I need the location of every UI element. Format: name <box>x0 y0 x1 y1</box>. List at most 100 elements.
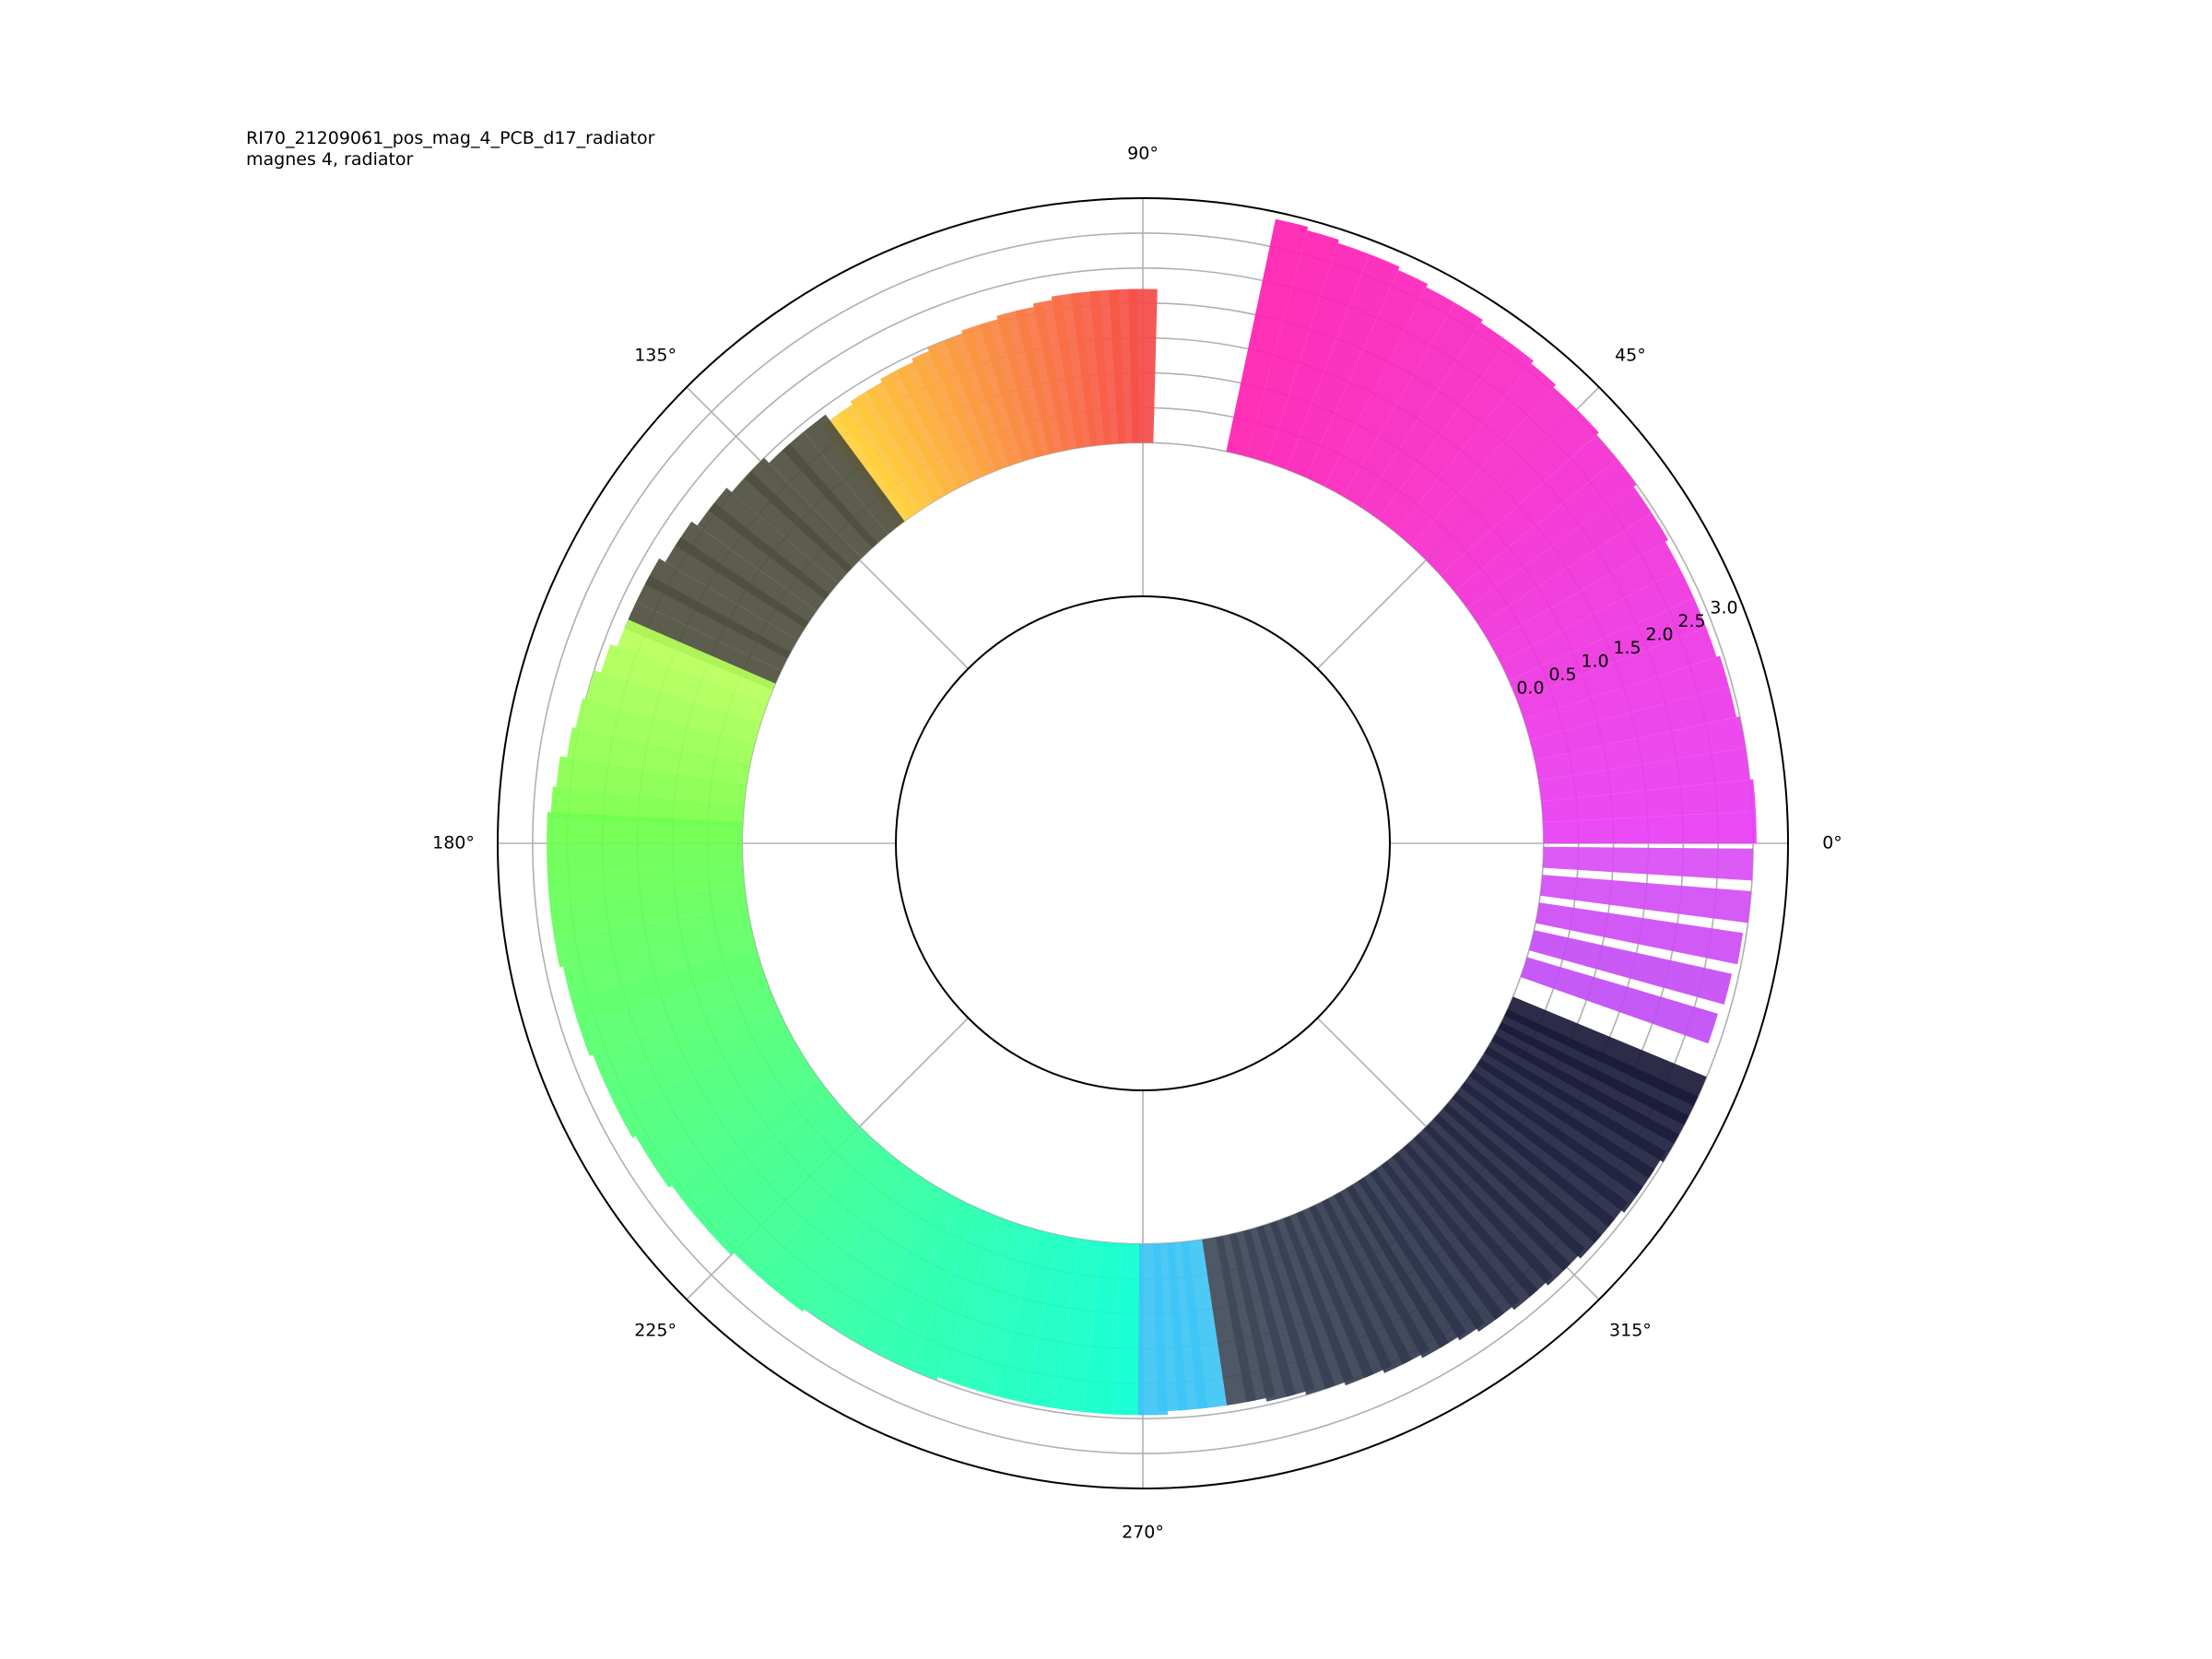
chart-bar-dark-olive <box>697 502 830 611</box>
chart-bar-green-cyan <box>937 1217 1019 1388</box>
radial-tick-label: 1.0 <box>1581 652 1608 672</box>
chart-bar-violet <box>1528 930 1733 1005</box>
chart-bar-magenta <box>1529 686 1736 760</box>
chart-bar-slate <box>1413 1124 1571 1286</box>
chart-bar-slate <box>1484 1034 1679 1162</box>
chart-bar-lime <box>585 670 761 744</box>
chart-bar-green-cyan <box>966 1224 1040 1396</box>
chart-bar-violet <box>1542 846 1754 881</box>
chart-bar-red-orange <box>850 386 940 510</box>
chart-bar-magenta <box>1543 811 1757 843</box>
chart-bar-slate <box>1452 1081 1629 1228</box>
radial-tick-label: 1.5 <box>1613 638 1641 658</box>
chart-bar-green-cyan <box>994 1230 1060 1403</box>
chart-bar-green-cyan <box>1024 1235 1080 1408</box>
chart-bar-slate <box>1346 1177 1466 1348</box>
chart-bar-violet <box>1535 902 1744 965</box>
chart-bar-slate <box>1334 1184 1450 1359</box>
chart-bar-green-cyan <box>805 1167 925 1326</box>
chart-bar-dark-olive <box>636 575 791 671</box>
chart-bar-magenta <box>1410 387 1577 560</box>
chart-title: RI70_21209061_pos_mag_4_PCB_d17_radiator <box>246 128 655 148</box>
chart-bar-slate <box>1370 1160 1504 1333</box>
chart-bar-slate <box>1468 1058 1655 1196</box>
chart-bar-dark-olive <box>644 558 798 659</box>
chart-subtitle: magnes 4, radiator <box>246 149 414 170</box>
angle-tick-label: 270° <box>1122 1523 1164 1543</box>
chart-bar-green-cyan <box>547 864 745 906</box>
chart-bar-green-cyan <box>830 1179 943 1342</box>
chart-bar-magenta <box>1509 597 1707 700</box>
chart-bar-slate <box>1392 1143 1538 1311</box>
chart-bar-violet <box>1540 875 1752 924</box>
chart-bar-dark-olive <box>675 521 818 629</box>
chart-bar-green-cyan <box>690 1095 845 1233</box>
chart-bar-magenta <box>1524 655 1729 740</box>
chart-bar-green-cyan <box>554 906 751 968</box>
chart-bar-green-cyan <box>1053 1239 1101 1413</box>
radial-tick-label: 3.0 <box>1710 598 1737 618</box>
chart-bar-slate <box>1423 1113 1585 1272</box>
chart-bar-magenta <box>1538 747 1750 802</box>
chart-bar-dark-olive <box>769 443 877 558</box>
chart-bar-lime <box>575 698 756 764</box>
chart-bar-green-cyan <box>549 885 747 937</box>
chart-bar-slate <box>1442 1092 1616 1243</box>
chart-bar-dark-olive <box>708 488 839 600</box>
chart-bar-magenta <box>1324 287 1455 497</box>
radial-tick-label: 2.5 <box>1677 611 1705 631</box>
chart-bar-green-cyan <box>547 843 743 875</box>
chart-bar-dark-olive <box>782 431 888 548</box>
chart-bar-green-cyan <box>635 1043 807 1163</box>
chart-bar-dark-olive <box>803 414 905 535</box>
angle-tick-label: 0° <box>1822 833 1842 853</box>
angle-tick-label: 90° <box>1127 144 1159 164</box>
chart-bar-lime <box>567 727 750 784</box>
chart-bar-magenta <box>1266 242 1370 470</box>
chart-bar-slate <box>1358 1169 1486 1341</box>
chart-bar-green-cyan <box>733 1126 876 1274</box>
chart-bar-violet <box>1520 957 1718 1044</box>
chart-bar-slate <box>1491 1021 1689 1145</box>
chart-bar-lime <box>556 756 747 806</box>
chart-bar-green-cyan <box>651 1061 819 1188</box>
chart-title-block: RI70_21209061_pos_mag_4_PCB_d17_radiator… <box>246 128 654 171</box>
chart-bar-magenta <box>1426 409 1599 576</box>
chart-bar-magenta <box>1378 341 1534 533</box>
chart-bar-magenta <box>1466 487 1653 626</box>
chart-bar-green-cyan <box>604 1006 786 1112</box>
chart-bar-magenta <box>1489 541 1681 662</box>
chart-bar-magenta <box>1453 459 1637 608</box>
chart-bar-green-cyan <box>671 1078 832 1210</box>
chart-bar-dark-olive <box>624 601 782 690</box>
chart-bar-magenta <box>1441 434 1618 592</box>
chart-bar-magenta <box>1305 269 1429 487</box>
label-layer: 0° 45° 90° 135° 180° 225° 270° 315° 0.00.51.01.5… <box>432 144 1842 1543</box>
chart-bar-dark-olive <box>732 471 853 583</box>
chart-bar-green-cyan <box>1112 1243 1143 1416</box>
chart-bar-red-orange <box>822 409 916 526</box>
inner-axis-circle <box>895 595 1391 1091</box>
outer-axis-circle <box>497 197 1789 1489</box>
chart-bar-slate <box>1381 1152 1521 1321</box>
chart-bar-green-cyan <box>881 1200 981 1370</box>
chart-bar-magenta <box>1286 253 1400 477</box>
chart-bar-dark-olive <box>665 537 809 641</box>
chart-bar-green-cyan <box>778 1154 908 1312</box>
chart-bar-magenta <box>1535 716 1746 781</box>
radial-tick-label: 0.0 <box>1516 678 1544 699</box>
chart-bar-lime <box>617 619 776 703</box>
angle-tick-label: 225° <box>634 1320 677 1340</box>
chart-bar-green-cyan <box>755 1141 891 1294</box>
chart-bar-magenta <box>1343 302 1483 508</box>
axis-layer <box>497 197 1789 1489</box>
chart-bar-magenta <box>1516 627 1717 720</box>
chart-bar-green-cyan <box>1083 1241 1123 1415</box>
chart-bar-magenta <box>1394 363 1557 546</box>
chart-bar-magenta <box>1360 323 1508 520</box>
chart-bar-magenta <box>1500 569 1694 681</box>
radial-tick-label: 0.5 <box>1548 665 1576 685</box>
chart-bar-slate <box>1477 1046 1666 1179</box>
angle-tick-label: 180° <box>432 833 475 853</box>
